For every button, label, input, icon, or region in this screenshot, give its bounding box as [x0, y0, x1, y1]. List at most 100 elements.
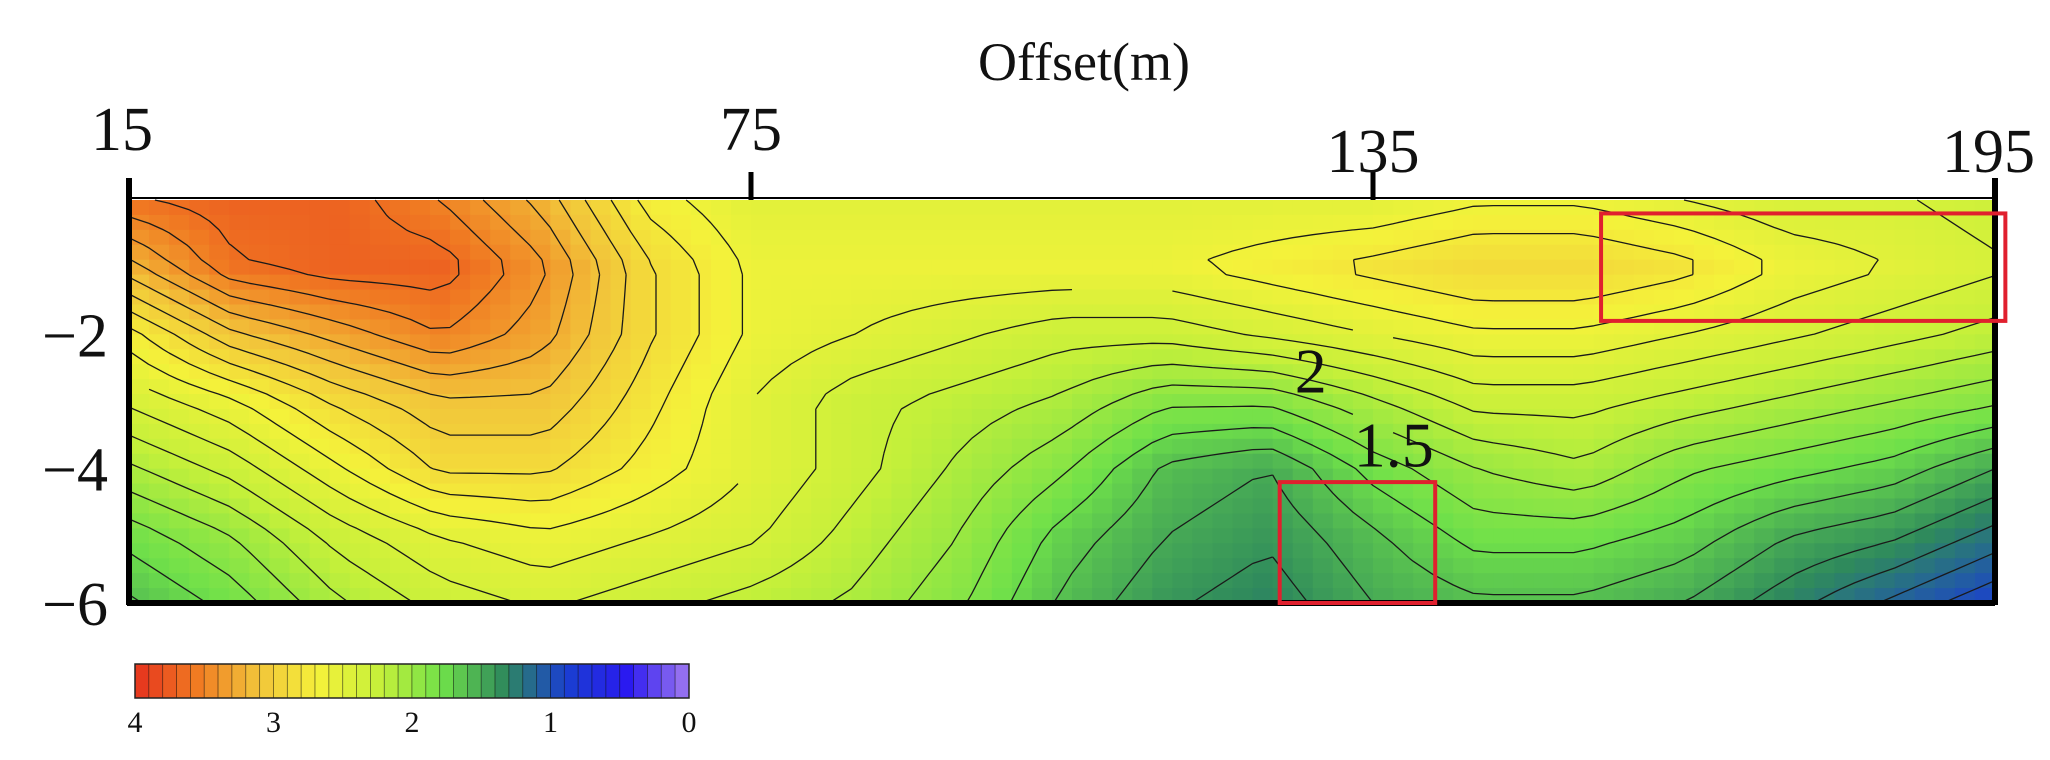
heatmap-cell: [530, 214, 552, 231]
heatmap-cell: [1473, 379, 1495, 395]
heatmap-cell: [510, 468, 532, 485]
heatmap-cell: [1613, 423, 1635, 440]
heatmap-cell: [710, 319, 732, 336]
heatmap-cell: [1573, 498, 1595, 515]
colorbar-swatch: [162, 663, 177, 699]
heatmap-cell: [1031, 408, 1053, 425]
heatmap-cell: [670, 244, 692, 261]
heatmap-cell: [1874, 588, 1896, 603]
heatmap-cell: [1914, 483, 1936, 500]
heatmap-cell: [1653, 304, 1675, 321]
heatmap-cell: [730, 304, 752, 321]
heatmap-cell: [811, 588, 833, 603]
heatmap-cell: [1132, 259, 1154, 276]
heatmap-cell: [329, 408, 351, 425]
heatmap-cell: [1232, 408, 1254, 425]
heatmap-cell: [189, 408, 211, 425]
heatmap-cell: [730, 558, 752, 574]
heatmap-cell: [710, 438, 732, 455]
heatmap-cell: [169, 229, 190, 246]
heatmap-cell: [570, 304, 592, 321]
heatmap-cell: [1212, 364, 1234, 380]
heatmap-cell: [931, 498, 953, 515]
heatmap-cell: [1352, 573, 1374, 589]
colorbar-swatch: [231, 663, 247, 699]
plot-area: [126, 178, 1998, 606]
heatmap-cell: [730, 274, 752, 291]
heatmap-cell: [1794, 304, 1816, 321]
heatmap-cell: [1252, 528, 1274, 545]
heatmap-cell: [470, 588, 491, 603]
heatmap-cell: [1272, 304, 1294, 321]
heatmap-cell: [1092, 483, 1113, 500]
heatmap-cell: [1573, 214, 1595, 231]
heatmap-cell: [630, 558, 652, 574]
heatmap-cell: [1613, 274, 1635, 291]
heatmap-cell: [1312, 573, 1334, 589]
heatmap-cell: [1734, 379, 1756, 395]
heatmap-cell: [510, 334, 532, 351]
heatmap-cell: [1613, 438, 1635, 455]
heatmap-cell: [450, 319, 471, 336]
heatmap-cell: [771, 200, 792, 216]
heatmap-cell: [1533, 423, 1555, 440]
heatmap-cell: [670, 543, 692, 560]
heatmap-cell: [771, 334, 792, 351]
heatmap-cell: [610, 289, 632, 306]
heatmap-cell: [871, 528, 893, 545]
heatmap-cell: [209, 319, 231, 336]
heatmap-cell: [871, 468, 893, 485]
heatmap-cell: [1894, 453, 1916, 470]
heatmap-cell: [369, 513, 391, 530]
heatmap-cell: [1152, 558, 1174, 574]
heatmap-cell: [329, 349, 351, 365]
heatmap-cell: [1433, 483, 1455, 500]
heatmap-cell: [891, 364, 913, 380]
colorbar-swatch: [245, 663, 261, 699]
heatmap-cell: [831, 364, 853, 380]
heatmap-cell: [951, 214, 973, 231]
heatmap-cell: [1332, 274, 1354, 291]
heatmap-cell: [971, 543, 993, 560]
heatmap-cell: [510, 304, 532, 321]
heatmap-cell: [249, 349, 271, 365]
heatmap-cell: [751, 304, 772, 321]
heatmap-cell: [1934, 513, 1956, 530]
heatmap-cell: [1272, 364, 1294, 380]
heatmap-cell: [991, 334, 1013, 351]
heatmap-cell: [1814, 364, 1836, 380]
heatmap-cell: [811, 513, 833, 530]
heatmap-cell: [149, 558, 170, 574]
heatmap-cell: [1413, 408, 1434, 425]
heatmap-cell: [1553, 558, 1575, 574]
heatmap-cell: [690, 438, 712, 455]
heatmap-cell: [349, 408, 371, 425]
heatmap-cell: [811, 498, 833, 515]
heatmap-cell: [1513, 334, 1535, 351]
heatmap-cell: [1493, 274, 1515, 291]
contour-line: [128, 199, 627, 436]
heatmap-cell: [831, 513, 853, 530]
heatmap-cell: [991, 498, 1013, 515]
heatmap-cell: [1573, 200, 1595, 216]
heatmap-cell: [1613, 468, 1635, 485]
heatmap-cell: [1152, 364, 1174, 380]
heatmap-cell: [590, 408, 612, 425]
heatmap-cell: [951, 304, 973, 321]
heatmap-cell: [1673, 304, 1695, 321]
heatmap-cell: [129, 200, 150, 216]
heatmap-cell: [169, 379, 190, 395]
heatmap-cell: [971, 379, 993, 395]
heatmap-cell: [450, 259, 471, 276]
heatmap-cell: [249, 498, 271, 515]
x-tick-label: 135: [1327, 118, 1420, 186]
heatmap-cell: [369, 558, 391, 574]
heatmap-cell: [129, 558, 150, 574]
heatmap-cell: [550, 229, 572, 246]
heatmap-cell: [891, 289, 913, 306]
heatmap-cell: [971, 274, 993, 291]
heatmap-cell: [1673, 334, 1695, 351]
heatmap-cell: [851, 274, 873, 291]
heatmap-cell: [951, 573, 973, 589]
heatmap-cell: [1011, 244, 1033, 261]
